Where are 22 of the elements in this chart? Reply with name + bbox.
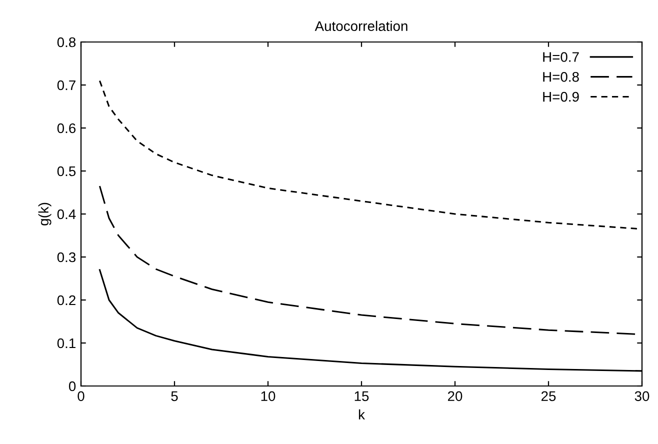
chart-title: Autocorrelation <box>314 20 408 32</box>
y-tick-label: 0.8 <box>57 37 76 48</box>
legend-label: H=0.9 <box>543 92 579 102</box>
x-tick-label: 15 <box>354 391 369 402</box>
y-tick-label: 0.1 <box>57 338 76 348</box>
y-tick-label: 0.6 <box>57 123 76 134</box>
y-tick-label: 0.5 <box>57 166 76 176</box>
y-tick-label: 0 <box>68 381 76 392</box>
x-tick-label: 20 <box>448 391 462 402</box>
x-tick-label: 25 <box>541 391 556 402</box>
y-tick-label: 0.4 <box>57 209 76 220</box>
y-tick-label: 0.7 <box>57 80 76 90</box>
x-axis-title: k <box>358 409 365 420</box>
x-tick-label: 30 <box>634 391 650 402</box>
x-tick-label: 5 <box>171 391 178 402</box>
y-tick-label: 0.3 <box>57 252 76 262</box>
y-axis-title: g(k) <box>38 202 52 226</box>
x-tick-label: 0 <box>78 391 84 402</box>
y-tick-label: 0.2 <box>57 295 76 306</box>
legend-label: H=0.8 <box>543 72 579 82</box>
legend-label: H=0.7 <box>543 52 579 62</box>
x-tick-label: 10 <box>261 391 276 402</box>
